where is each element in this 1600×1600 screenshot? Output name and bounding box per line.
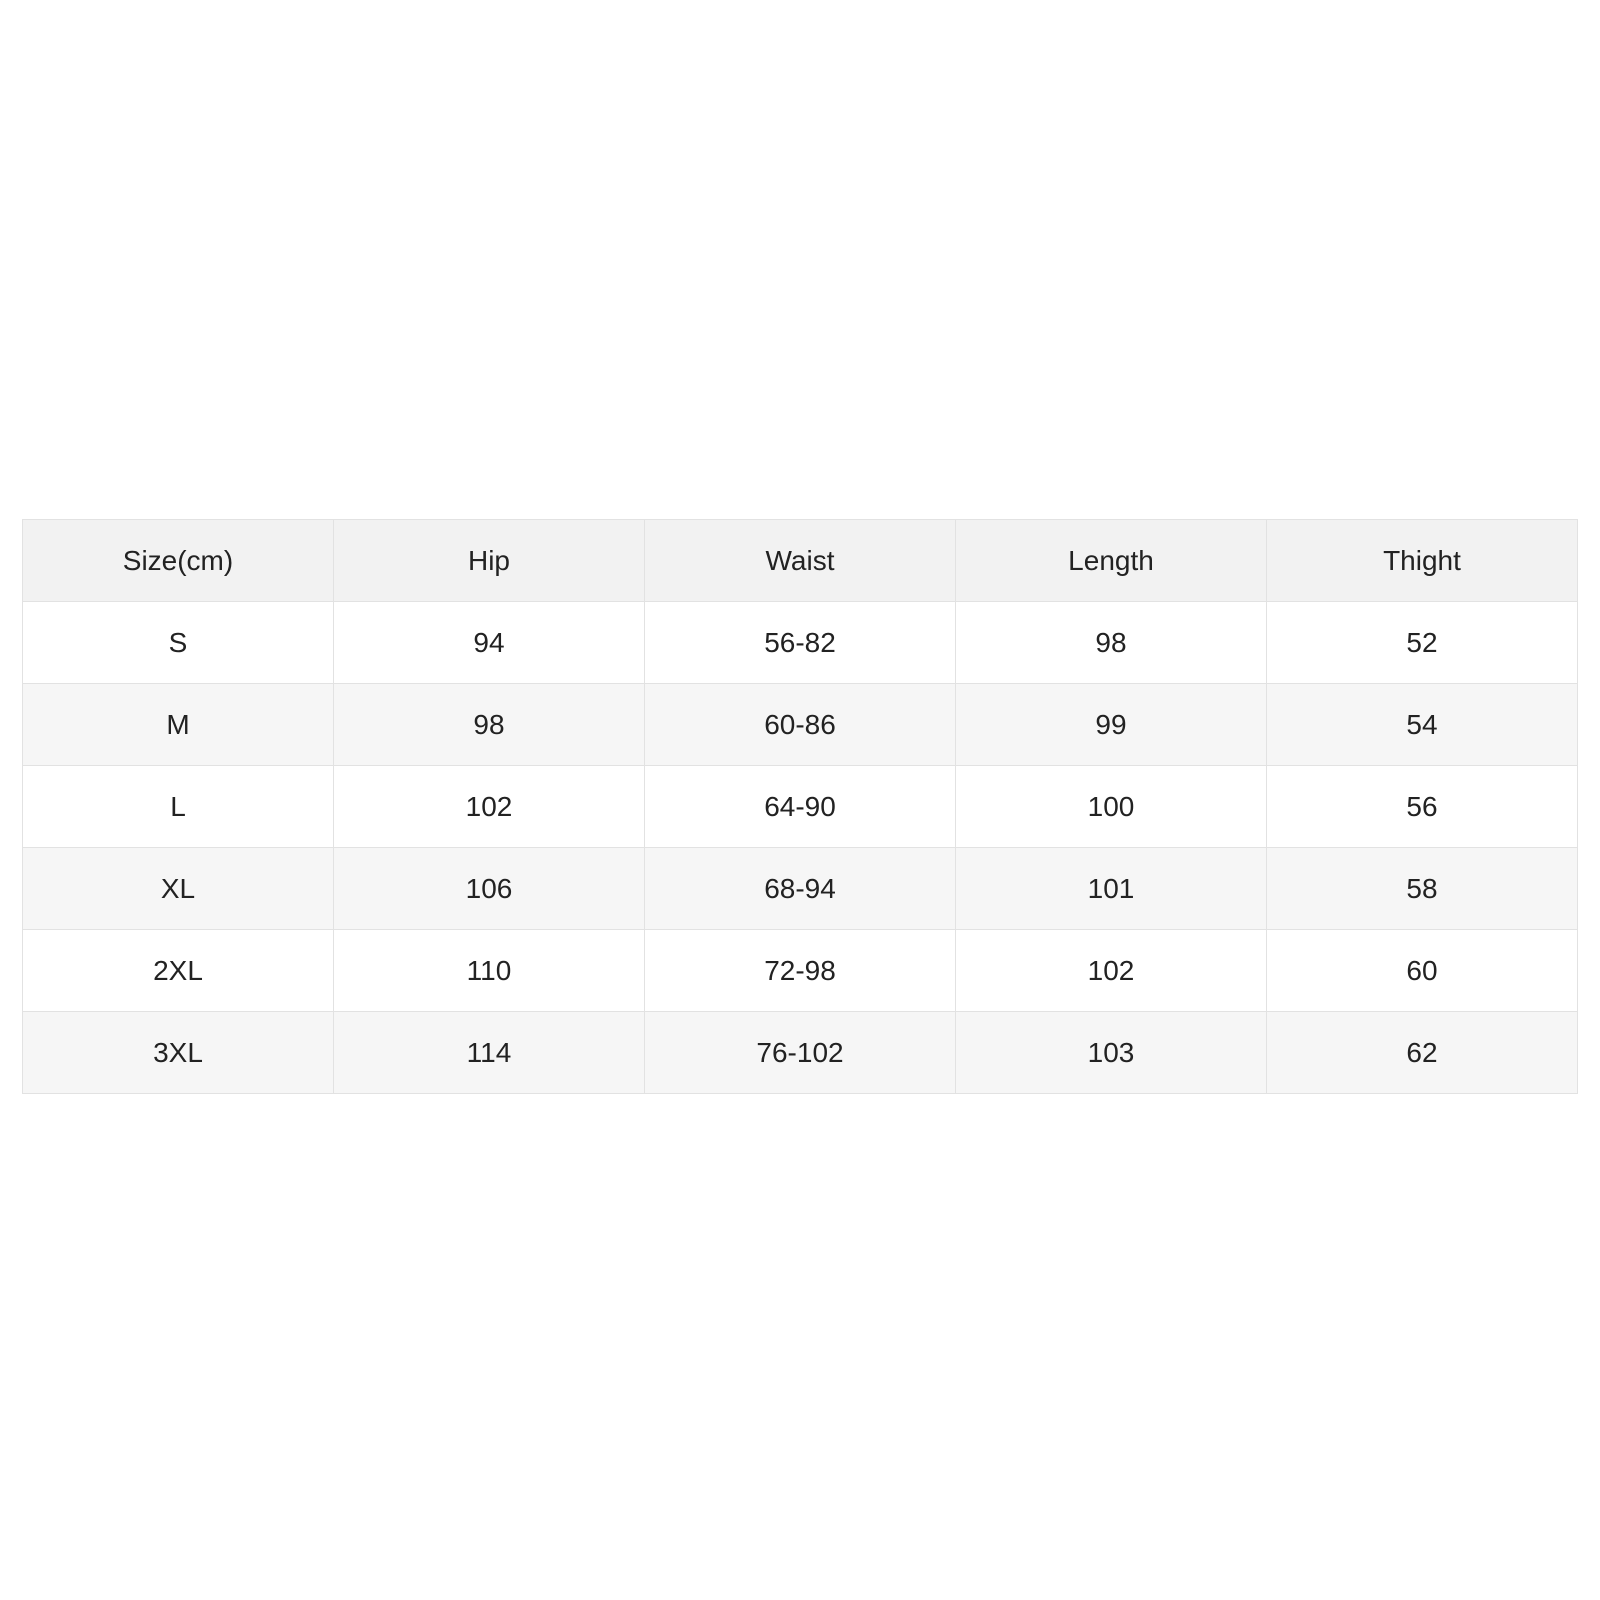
table-row: 2XL 110 72-98 102 60 [22,929,1578,1012]
table-cell: 103 [955,1011,1267,1094]
table-cell: 60 [1266,929,1578,1012]
table-cell: S [22,601,334,684]
header-cell: Thight [1266,519,1578,602]
table-cell: 99 [955,683,1267,766]
header-cell: Hip [333,519,645,602]
table-cell: 94 [333,601,645,684]
table-cell: 98 [333,683,645,766]
table-row: 3XL 114 76-102 103 62 [22,1011,1578,1094]
size-table: Size(cm) Hip Waist Length Thight S 94 56-82 98 5… [22,519,1578,1094]
table-row: S 94 56-82 98 52 [22,601,1578,684]
table-cell: 72-98 [644,929,956,1012]
table-cell: 2XL [22,929,334,1012]
table-cell: 110 [333,929,645,1012]
table-cell: 98 [955,601,1267,684]
header-cell: Size(cm) [22,519,334,602]
table-header: Size(cm) Hip Waist Length Thight [22,519,1578,602]
table-cell: 58 [1266,847,1578,930]
table-cell: 76-102 [644,1011,956,1094]
table-cell: 60-86 [644,683,956,766]
table-cell: 56-82 [644,601,956,684]
header-row: Size(cm) Hip Waist Length Thight [22,519,1578,602]
header-cell: Waist [644,519,956,602]
table-cell: 68-94 [644,847,956,930]
table-cell: 54 [1266,683,1578,766]
header-cell: Length [955,519,1267,602]
table-cell: 62 [1266,1011,1578,1094]
table-cell: 3XL [22,1011,334,1094]
table-cell: 102 [333,765,645,848]
table-cell: 52 [1266,601,1578,684]
table-row: L 102 64-90 100 56 [22,765,1578,848]
table-cell: 102 [955,929,1267,1012]
table-cell: 101 [955,847,1267,930]
table-cell: 114 [333,1011,645,1094]
table-cell: M [22,683,334,766]
table-cell: 106 [333,847,645,930]
table-cell: 56 [1266,765,1578,848]
table-row: XL 106 68-94 101 58 [22,847,1578,930]
table-cell: 64-90 [644,765,956,848]
table-row: M 98 60-86 99 54 [22,683,1578,766]
table-cell: XL [22,847,334,930]
table-cell: L [22,765,334,848]
table-body: S 94 56-82 98 52 M 98 60-86 99 54 L 102 64-90 100 56 XL… [22,601,1578,1094]
table-cell: 100 [955,765,1267,848]
